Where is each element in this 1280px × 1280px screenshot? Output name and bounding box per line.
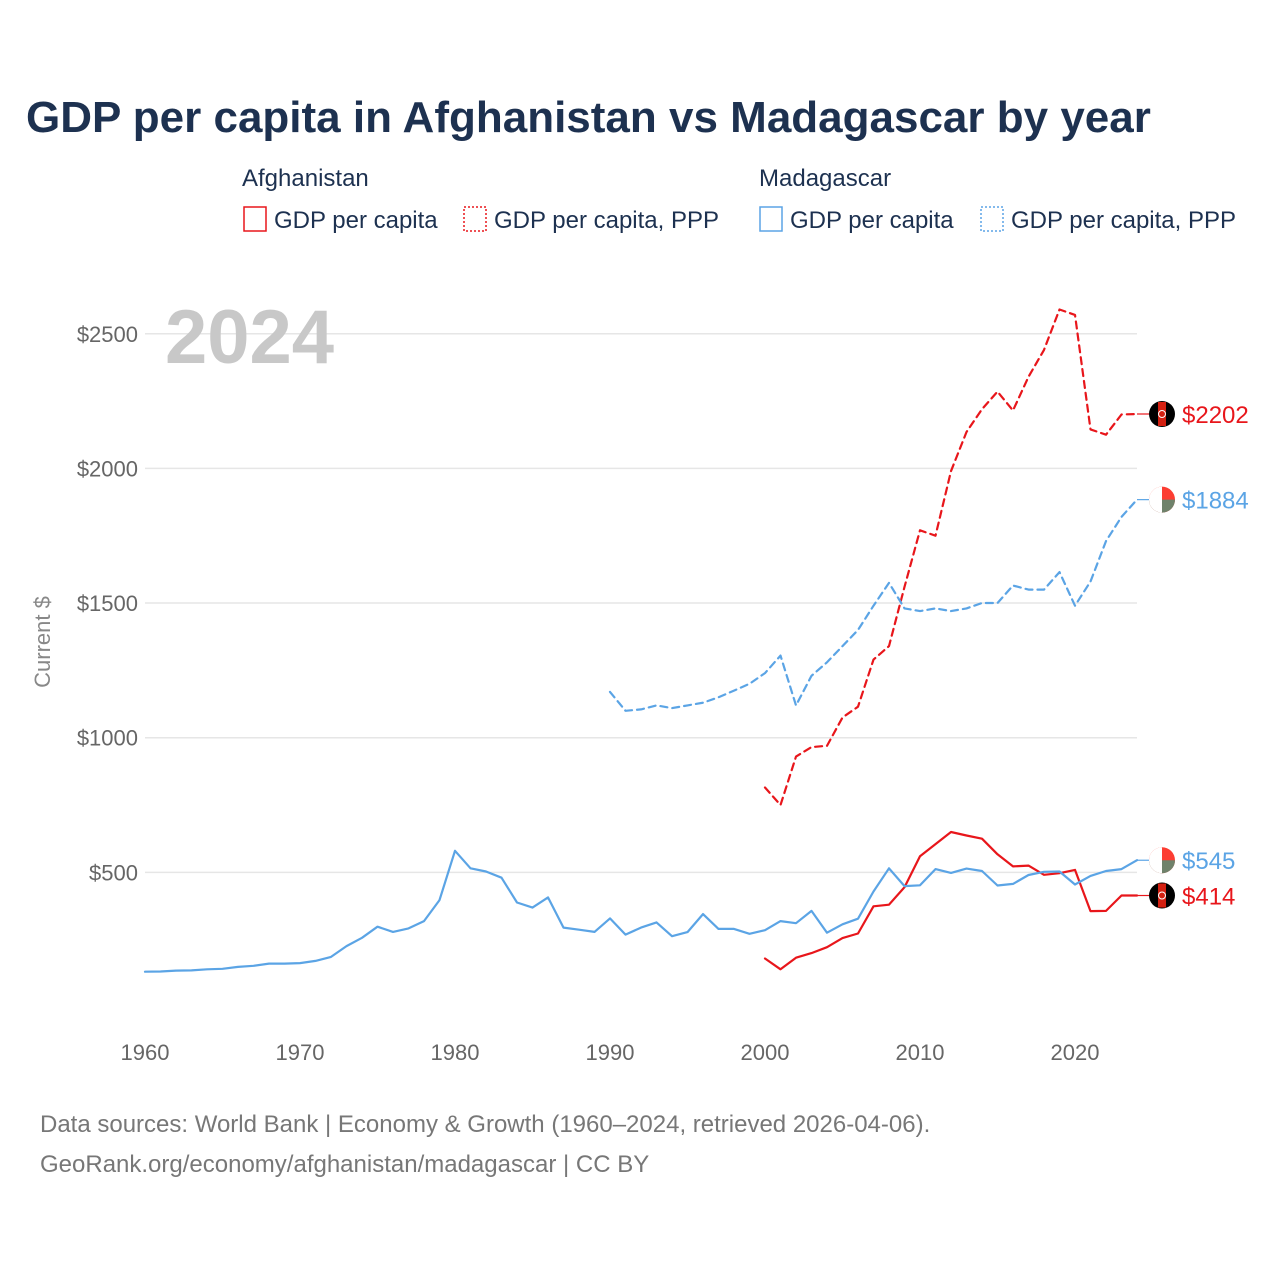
legend-entry-label: GDP per capita [790, 207, 954, 234]
x-tick-label: 2020 [1051, 1040, 1100, 1065]
flag-marker-icon [1158, 402, 1166, 427]
legend-swatch-solid [243, 206, 267, 232]
legend-group-label: Madagascar [759, 165, 891, 192]
chart-title: GDP per capita in Afghanistan vs Madagas… [26, 93, 1151, 142]
x-tick-label: 1990 [586, 1040, 635, 1065]
y-axis-label: Current $ [30, 596, 55, 688]
end-value-label: $2202 [1182, 402, 1249, 429]
legend-group-afghanistan: Afghanistan GDP per capita GDP per capit… [242, 165, 719, 234]
legend-group-label: Afghanistan [242, 165, 369, 192]
footer-sources: Data sources: World Bank | Economy & Gro… [40, 1111, 930, 1138]
x-tick-label: 2010 [896, 1040, 945, 1065]
legend-entry-label: GDP per capita, PPP [494, 207, 719, 234]
legend-swatch-solid [759, 206, 783, 232]
flag-marker-icon [1149, 486, 1162, 513]
end-value-label: $414 [1182, 884, 1235, 911]
flag-marker-icon [1158, 883, 1166, 908]
legend: Afghanistan GDP per capita GDP per capit… [242, 165, 1236, 234]
flag-marker-icon [1158, 891, 1166, 900]
plot-area: $500 $1000 $1500 $2000 $2500 1960 1970 1980 1990… [77, 308, 1249, 1065]
x-tick-label: 1970 [276, 1040, 325, 1065]
end-value-label: $545 [1182, 848, 1235, 875]
legend-entry-label: GDP per capita, PPP [1011, 207, 1236, 234]
y-tick-label: $2000 [77, 456, 138, 481]
y-tick-label: $500 [89, 860, 138, 885]
legend-swatch-dashed [980, 206, 1004, 232]
footer-link: GeoRank.org/economy/afghanistan/madagasc… [40, 1151, 649, 1178]
y-tick-label: $1500 [77, 591, 138, 616]
end-value-label: $1884 [1182, 488, 1249, 515]
current-year-label: 2024 [165, 295, 334, 380]
flag-marker-icon [1158, 410, 1166, 419]
series-line [143, 849, 1139, 973]
x-tick-label: 1960 [121, 1040, 170, 1065]
x-tick-label: 2000 [741, 1040, 790, 1065]
series-line [763, 308, 1139, 807]
legend-group-madagascar: Madagascar GDP per capita GDP per capita… [759, 165, 1236, 234]
series-line [763, 830, 1139, 971]
y-tick-label: $1000 [77, 726, 138, 751]
legend-swatch-dashed [463, 206, 487, 232]
legend-entry-label: GDP per capita [274, 207, 438, 234]
flag-marker-icon [1149, 847, 1162, 874]
x-tick-label: 1980 [431, 1040, 480, 1065]
y-tick-label: $2500 [77, 322, 138, 347]
series-line [608, 498, 1139, 712]
